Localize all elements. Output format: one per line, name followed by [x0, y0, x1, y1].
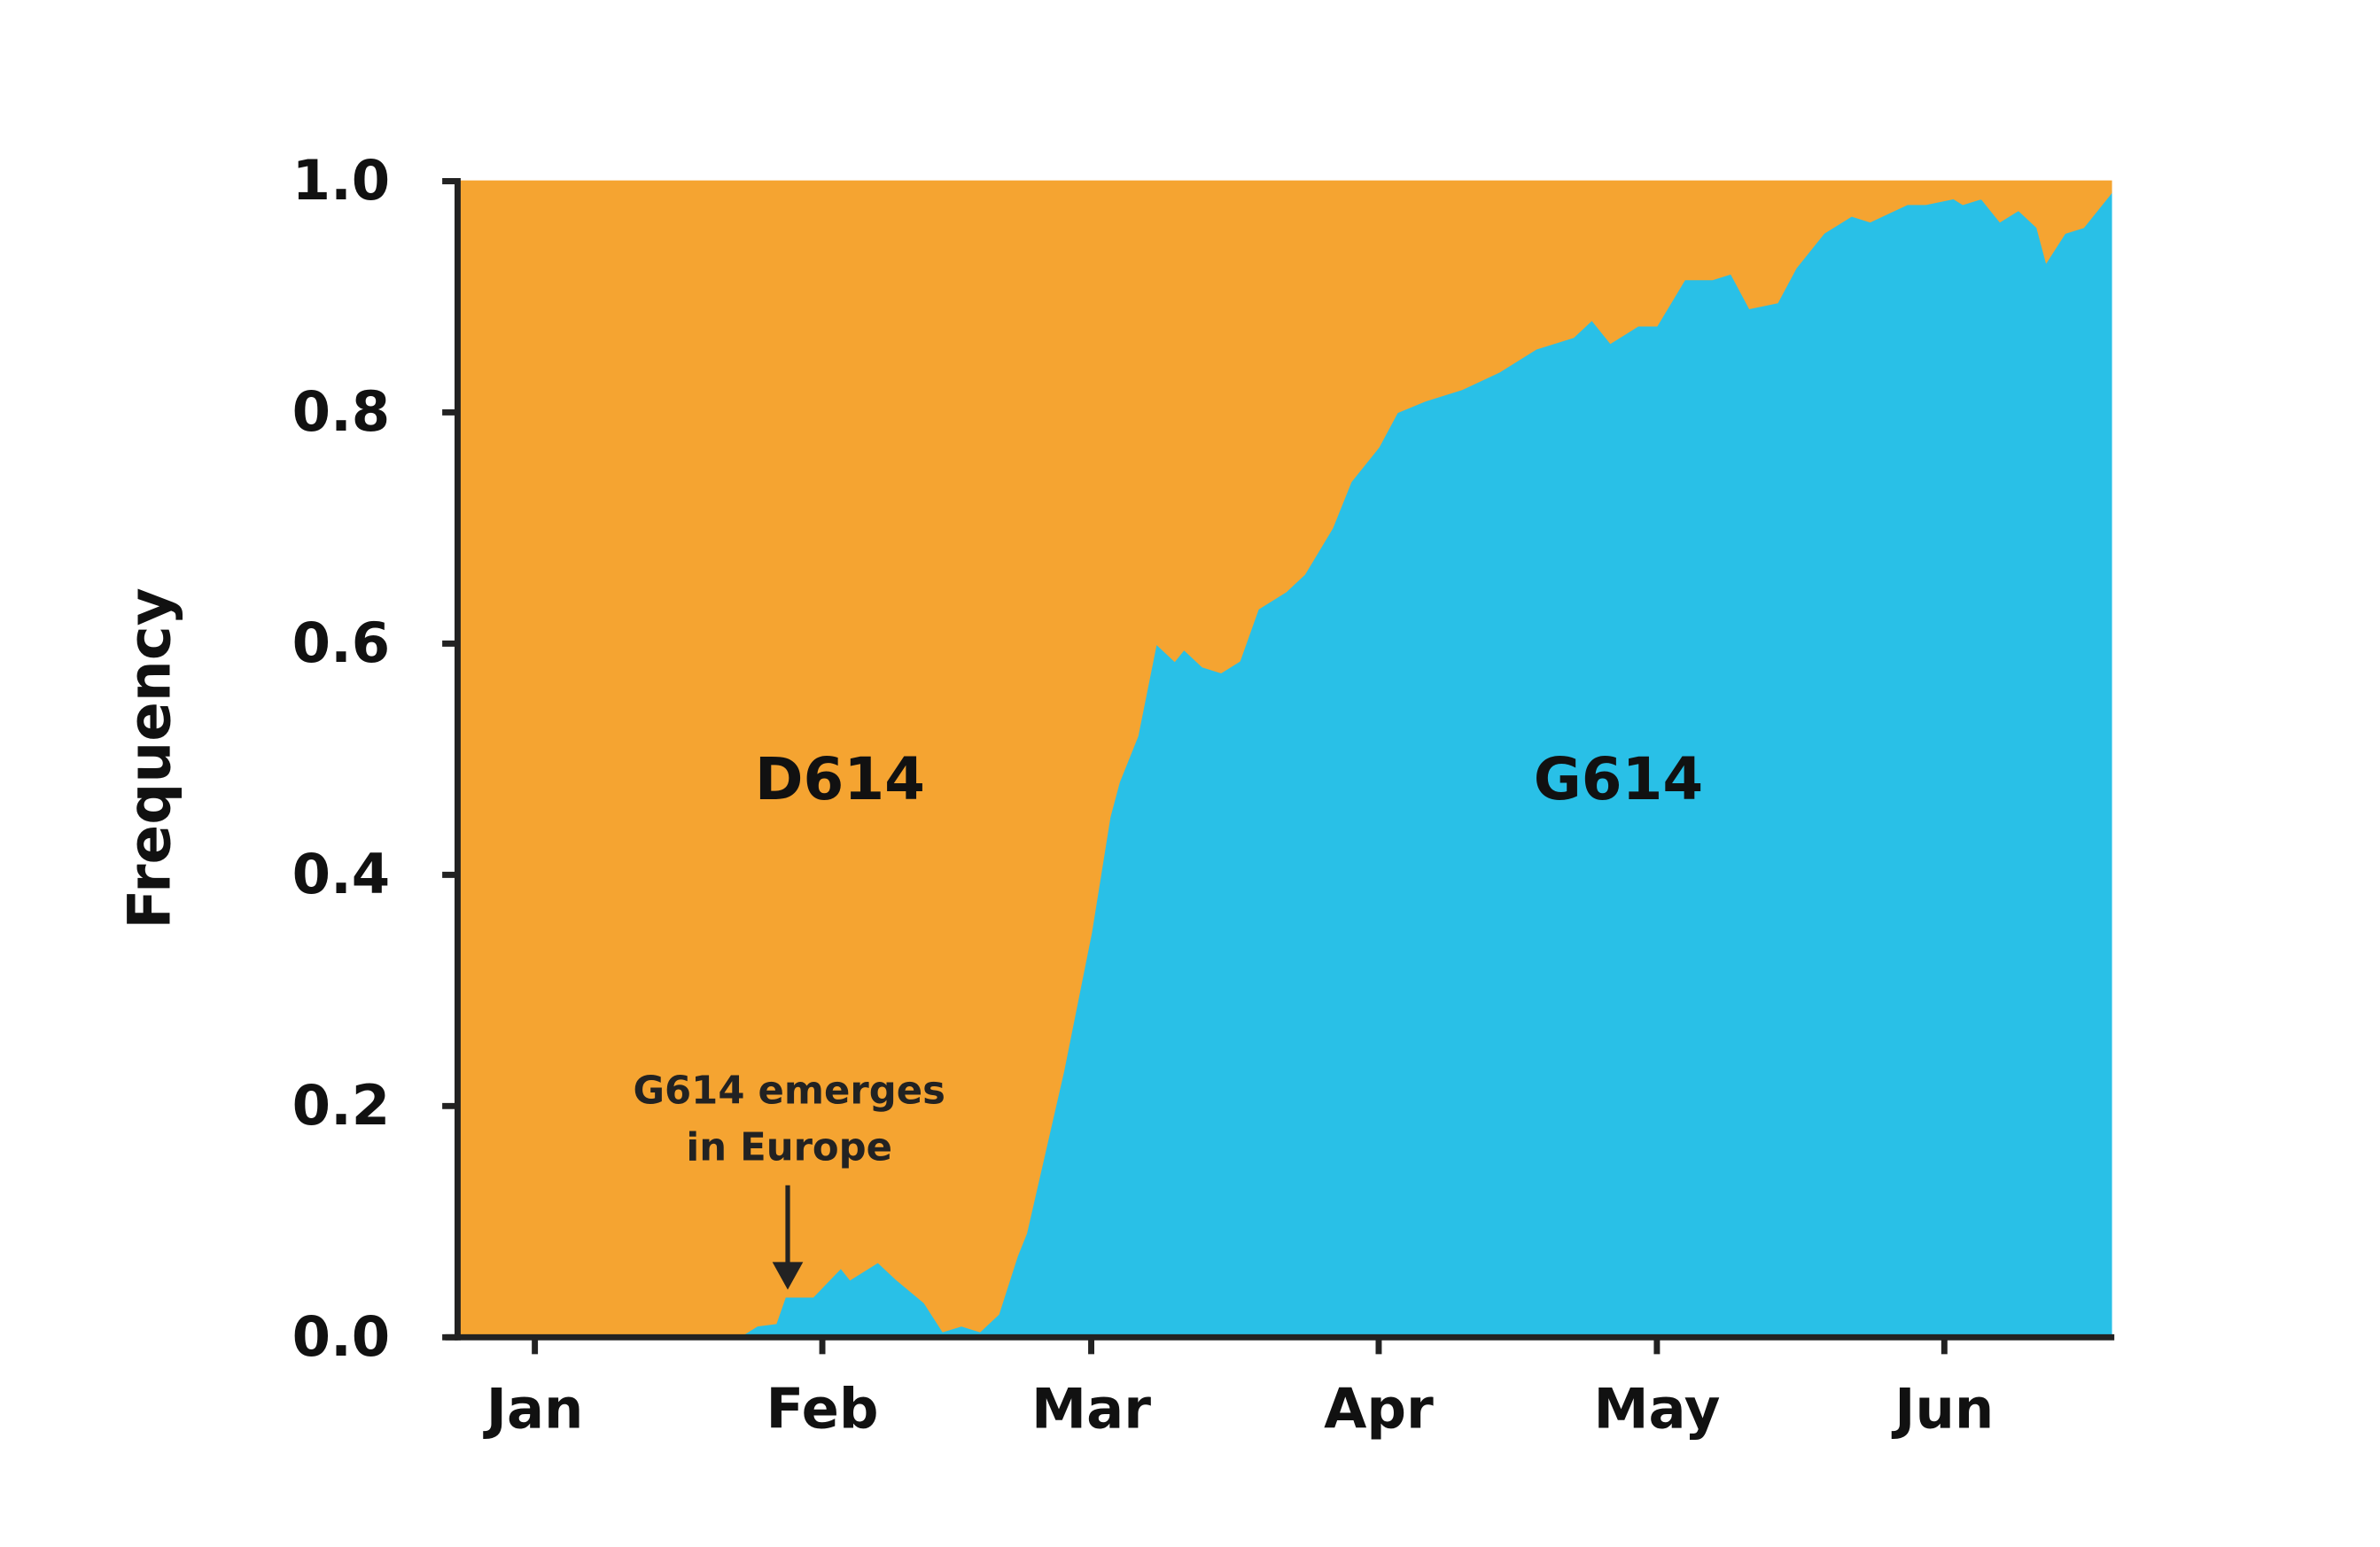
y-tick-label: 0.0: [292, 1304, 391, 1369]
y-tick-label: 0.4: [292, 842, 391, 906]
annotation-group: [772, 1185, 804, 1290]
y-tick-label: 0.2: [292, 1073, 391, 1138]
x-tick-label: Jun: [1891, 1376, 1994, 1441]
annotation-arrowhead: [772, 1262, 804, 1290]
area-label: G614: [1534, 745, 1703, 813]
x-tick-label: Feb: [766, 1376, 879, 1441]
annotation-text: in Europe: [686, 1125, 892, 1170]
annotation-text: G614 emerges: [634, 1069, 945, 1113]
y-axis-label: Frequency: [115, 587, 183, 929]
x-tick-label: Apr: [1324, 1376, 1434, 1441]
x-tick-label: Mar: [1031, 1376, 1151, 1441]
y-tick-label: 1.0: [292, 148, 391, 213]
area: [460, 180, 2112, 1339]
x-tick-label: Jan: [483, 1376, 584, 1441]
y-tick-label: 0.6: [292, 610, 391, 675]
x-tick-label: May: [1593, 1376, 1720, 1441]
y-tick-label: 0.8: [292, 379, 391, 444]
area-label: D614: [755, 745, 925, 813]
